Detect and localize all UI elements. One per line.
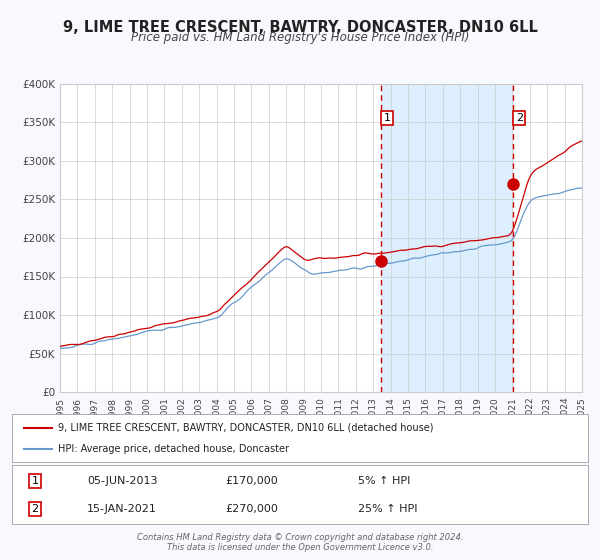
Text: 25% ↑ HPI: 25% ↑ HPI [358, 504, 417, 514]
Text: 9, LIME TREE CRESCENT, BAWTRY, DONCASTER, DN10 6LL: 9, LIME TREE CRESCENT, BAWTRY, DONCASTER… [62, 20, 538, 35]
Text: 2: 2 [31, 504, 38, 514]
Text: 1: 1 [32, 476, 38, 486]
Text: £170,000: £170,000 [225, 476, 278, 486]
Text: 15-JAN-2021: 15-JAN-2021 [87, 504, 157, 514]
Text: 1: 1 [383, 113, 391, 123]
Text: 05-JUN-2013: 05-JUN-2013 [87, 476, 157, 486]
Bar [381, 84, 513, 392]
Text: £270,000: £270,000 [225, 504, 278, 514]
Text: 5% ↑ HPI: 5% ↑ HPI [358, 476, 410, 486]
Text: 2: 2 [516, 113, 523, 123]
Text: 9, LIME TREE CRESCENT, BAWTRY, DONCASTER, DN10 6LL (detached house): 9, LIME TREE CRESCENT, BAWTRY, DONCASTER… [58, 423, 434, 433]
Text: HPI: Average price, detached house, Doncaster: HPI: Average price, detached house, Donc… [58, 444, 289, 454]
Text: Price paid vs. HM Land Registry's House Price Index (HPI): Price paid vs. HM Land Registry's House … [131, 31, 469, 44]
Text: This data is licensed under the Open Government Licence v3.0.: This data is licensed under the Open Gov… [167, 543, 433, 552]
Text: Contains HM Land Registry data © Crown copyright and database right 2024.: Contains HM Land Registry data © Crown c… [137, 533, 463, 542]
